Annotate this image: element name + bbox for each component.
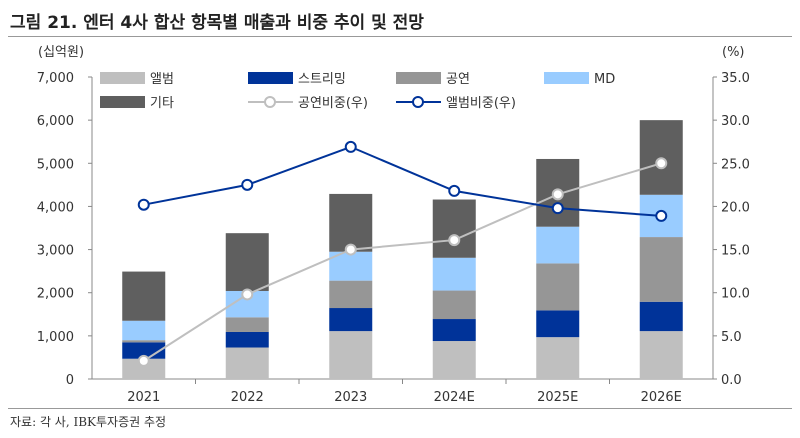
point-공연비중(우): [448, 234, 461, 247]
y-tick-label: 3,000: [37, 244, 74, 259]
point-앨범비중(우): [137, 198, 150, 211]
bar-앨범: [122, 358, 166, 379]
bar-기타: [329, 193, 373, 252]
line-공연비중(우): [143, 162, 662, 362]
source-note: 자료: 각 사, IBK투자증권 추정: [10, 415, 167, 429]
legend-swatch: [100, 72, 145, 84]
bar-기타: [432, 199, 476, 258]
y2-tick-label: 30.0: [721, 114, 750, 129]
bar-앨범: [225, 347, 269, 379]
point-공연비중(우): [137, 354, 150, 367]
legend-swatch: [396, 72, 441, 84]
x-tick-label: 2025E: [537, 390, 578, 405]
x-tick-label: 2021: [127, 390, 160, 405]
y2-tick-label: 20.0: [721, 200, 750, 215]
y-tick-label: 5,000: [37, 157, 74, 172]
legend-label: 공연비중(우): [298, 96, 368, 111]
bar-공연: [225, 317, 269, 332]
legend-marker: [264, 96, 276, 108]
y2-tick-label: 25.0: [721, 157, 750, 172]
x-tick-label: 2022: [231, 390, 264, 405]
bar-공연: [536, 263, 580, 311]
y2-axis-label: (%): [722, 45, 745, 60]
bar-스트리밍: [639, 301, 683, 332]
legend-label: 기타: [150, 96, 174, 111]
y2-tick-label: 15.0: [721, 244, 750, 259]
bar-앨범: [329, 331, 373, 379]
source-divider: [8, 408, 792, 409]
bar-앨범: [639, 331, 683, 379]
y-axis-label: (십억원): [38, 45, 84, 60]
y-tick-label: 6,000: [37, 114, 74, 129]
bar-기타: [225, 233, 269, 291]
y-tick-label: 4,000: [37, 200, 74, 215]
bar-MD: [122, 320, 166, 341]
legend-label: MD: [594, 72, 615, 87]
y2-tick-label: 0.0: [721, 373, 742, 388]
legend-label: 앨범비중(우): [446, 96, 516, 111]
bar-기타: [122, 271, 166, 321]
legend-label: 스트리밍: [298, 72, 346, 87]
title-divider: [8, 36, 792, 37]
legend-swatch: [248, 72, 293, 84]
x-tick-label: 2026E: [641, 390, 682, 405]
y-tick-label: 2,000: [37, 287, 74, 302]
y-tick-label: 0: [66, 373, 74, 388]
point-공연비중(우): [551, 188, 564, 201]
point-공연비중(우): [241, 288, 254, 301]
point-앨범비중(우): [655, 209, 668, 222]
point-공연비중(우): [655, 157, 668, 170]
bar-스트리밍: [225, 331, 269, 348]
bar-스트리밍: [432, 319, 476, 342]
x-tick-label: 2023: [334, 390, 367, 405]
bar-공연: [122, 340, 166, 343]
line-앨범비중(우): [143, 145, 662, 217]
bar-MD: [432, 257, 476, 291]
bar-스트리밍: [536, 310, 580, 338]
bar-앨범: [432, 341, 476, 379]
y-tick-label: 7,000: [37, 71, 74, 86]
y2-tick-label: 10.0: [721, 287, 750, 302]
point-앨범비중(우): [551, 202, 564, 215]
bar-공연: [432, 290, 476, 320]
point-공연비중(우): [344, 243, 357, 256]
bar-공연: [329, 280, 373, 309]
legend-label: 앨범: [150, 72, 174, 87]
bar-MD: [536, 226, 580, 264]
y-tick-label: 1,000: [37, 330, 74, 345]
y2-tick-label: 5.0: [721, 330, 742, 345]
chart-title: 그림 21. 엔터 4사 합산 항목별 매출과 비중 추이 및 전망: [10, 13, 424, 33]
point-앨범비중(우): [241, 178, 254, 191]
legend-label: 공연: [446, 72, 470, 87]
legend-swatch: [100, 96, 145, 108]
y2-tick-label: 35.0: [721, 71, 750, 86]
legend-swatch: [544, 72, 589, 84]
bar-앨범: [536, 337, 580, 379]
legend-marker: [412, 96, 424, 108]
x-tick-label: 2024E: [434, 390, 475, 405]
point-앨범비중(우): [448, 184, 461, 197]
bar-공연: [639, 237, 683, 302]
point-앨범비중(우): [344, 140, 357, 153]
bar-스트리밍: [329, 308, 373, 332]
